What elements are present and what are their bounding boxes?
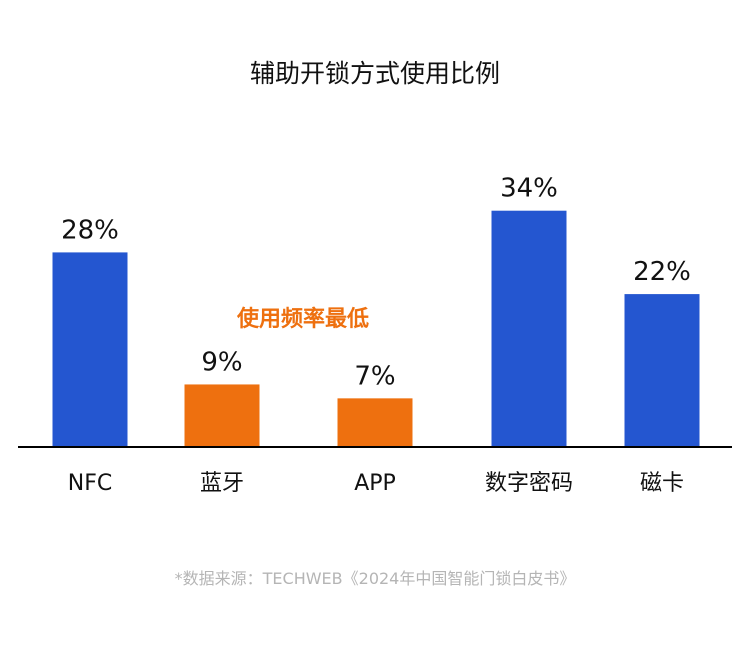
category-label-2: APP bbox=[354, 471, 396, 496]
category-label-1: 蓝牙 bbox=[200, 471, 244, 496]
bar-1 bbox=[184, 384, 260, 447]
value-label-4: 22% bbox=[633, 257, 691, 287]
value-labels-layer: 28% 9% 7% 34% 22% bbox=[61, 174, 691, 392]
category-label-3: 数字密码 bbox=[485, 471, 573, 496]
value-label-0: 28% bbox=[61, 215, 119, 245]
value-label-1: 9% bbox=[201, 347, 242, 377]
category-label-4: 磁卡 bbox=[640, 471, 684, 496]
bars-layer bbox=[52, 210, 700, 447]
bar-4 bbox=[624, 294, 700, 447]
value-label-3: 34% bbox=[500, 174, 558, 204]
chart-title: 辅助开锁方式使用比例 bbox=[250, 59, 500, 88]
bar-2 bbox=[337, 398, 413, 447]
category-label-0: NFC bbox=[68, 471, 112, 496]
bar-0 bbox=[52, 252, 128, 447]
value-label-2: 7% bbox=[354, 361, 395, 391]
lowest-frequency-annotation: 使用频率最低 bbox=[236, 306, 369, 332]
category-labels-layer: NFC 蓝牙 APP 数字密码 磁卡 bbox=[68, 471, 684, 496]
source-note: *数据来源：TECHWEB《2024年中国智能门锁白皮书》 bbox=[175, 569, 576, 588]
bar-3 bbox=[491, 210, 567, 447]
